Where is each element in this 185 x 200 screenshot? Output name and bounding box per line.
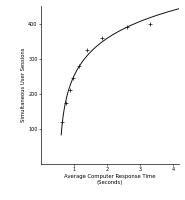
Y-axis label: Simultaneous User Sessions: Simultaneous User Sessions: [21, 48, 26, 122]
X-axis label: Average Computer Response Time
(Seconds): Average Computer Response Time (Seconds): [64, 174, 156, 185]
